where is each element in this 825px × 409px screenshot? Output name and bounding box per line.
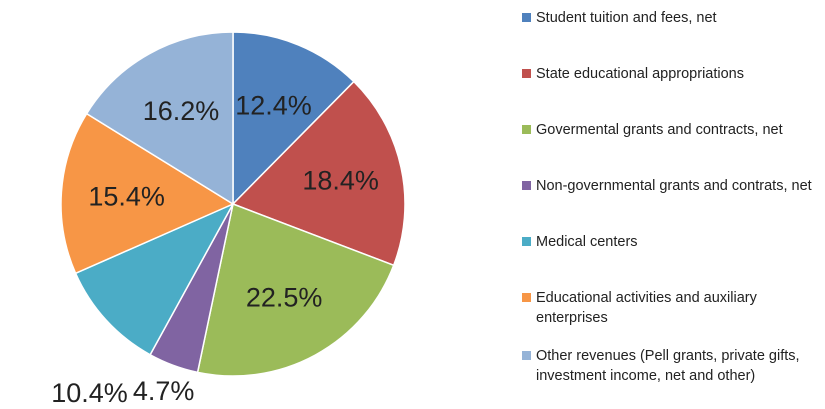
pie-slice-state-appropriations bbox=[231, 80, 406, 267]
legend-label: Govermental grants and contracts, net bbox=[536, 122, 783, 138]
pie-slice-student-tuition bbox=[232, 31, 355, 206]
pie-slice-medical-centers bbox=[74, 202, 235, 356]
legend-swatch bbox=[522, 125, 531, 134]
legend-label: State educational appropriations bbox=[536, 66, 744, 82]
legend-label: Medical centers bbox=[536, 234, 638, 250]
legend-swatch bbox=[522, 69, 531, 78]
legend-swatch bbox=[522, 13, 531, 22]
pie-label-other-revenues: 16.2% bbox=[143, 96, 220, 126]
legend-swatch bbox=[522, 293, 531, 302]
pie-slice-governmental-grants bbox=[196, 202, 395, 377]
pie-label-student-tuition: 12.4% bbox=[235, 90, 312, 120]
legend-swatch bbox=[522, 351, 531, 360]
pie-label-non-governmental-grants: 4.7% bbox=[133, 376, 195, 406]
pie-labels: 12.4% 18.4% 22.5% 4.7%10.4% 15.4% 16.2% bbox=[51, 90, 379, 408]
legend-label: Student tuition and fees, net bbox=[536, 10, 717, 26]
pie-chart: 12.4% 18.4% 22.5% 4.7%10.4% 15.4% 16.2% bbox=[51, 31, 406, 408]
pie-label-educational-activities: 15.4% bbox=[88, 182, 165, 212]
legend-label: Other revenues (Pell grants, private gif… bbox=[536, 348, 800, 384]
pie-slice-educational-activities bbox=[60, 112, 235, 275]
legend-swatch bbox=[522, 181, 531, 190]
pie-label-governmental-grants: 22.5% bbox=[246, 283, 323, 313]
pie-label-medical-centers: 10.4% bbox=[51, 378, 128, 408]
pie-slice-other-revenues bbox=[85, 31, 234, 206]
pie-slices bbox=[60, 31, 406, 377]
legend-label: Non-governmental grants and contrats, ne… bbox=[536, 178, 812, 194]
legend-label: Educational activities and auxiliary ent… bbox=[536, 290, 757, 326]
pie-label-state-appropriations: 18.4% bbox=[302, 166, 379, 196]
legend-swatch bbox=[522, 237, 531, 246]
